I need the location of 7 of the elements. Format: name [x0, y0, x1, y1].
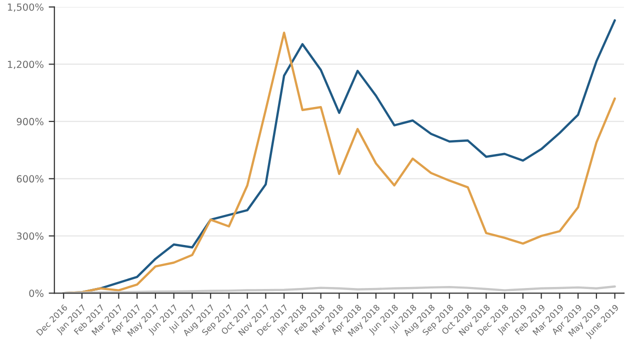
y-tick-label: 0% [29, 290, 44, 297]
y-tick-label: 300% [16, 232, 44, 240]
line-series [62, 285, 616, 294]
y-tick-label: 1,200% [8, 60, 44, 70]
y-tick-label: 1,500% [8, 3, 44, 12]
y-tick-label: 900% [16, 118, 44, 126]
y-tick-label: 600% [16, 175, 44, 183]
